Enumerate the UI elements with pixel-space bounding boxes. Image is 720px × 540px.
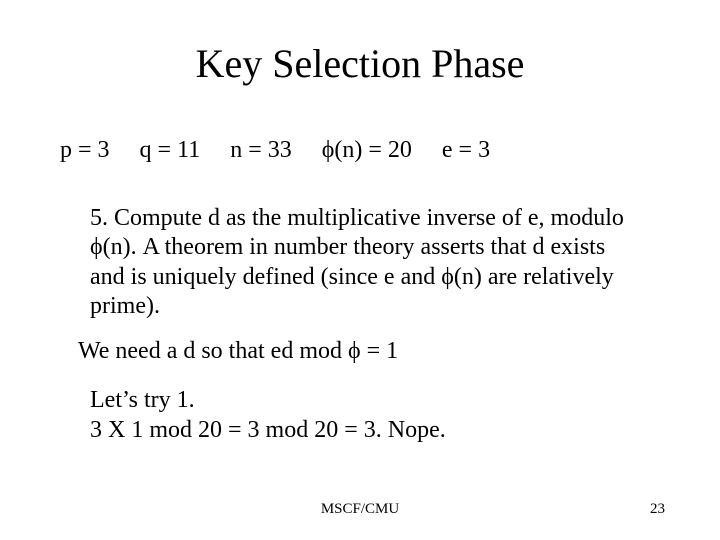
step-5-text: 5. Compute d as the multiplicative inver… [90, 204, 640, 321]
param-n: n = 33 [230, 137, 292, 163]
footer-center: MSCF/CMU [0, 501, 720, 518]
param-p: p = 3 [60, 137, 110, 163]
need-text: We need a d so that ed mod ϕ = 1 [78, 337, 640, 366]
param-q: q = 11 [140, 137, 201, 163]
slide-container: Key Selection Phase p = 3 q = 11 n = 33 … [0, 0, 720, 540]
parameter-row: p = 3 q = 11 n = 33 ϕ(n) = 20 e = 3 [60, 137, 670, 164]
try-line-1: Let’s try 1. [90, 386, 640, 415]
try-line-2: 3 X 1 mod 20 = 3 mod 20 = 3. Nope. [90, 416, 640, 445]
param-phi: ϕ(n) = 20 [322, 137, 412, 163]
footer-page-number: 23 [650, 501, 665, 518]
slide-title: Key Selection Phase [50, 40, 670, 87]
param-e: e = 3 [442, 137, 490, 163]
